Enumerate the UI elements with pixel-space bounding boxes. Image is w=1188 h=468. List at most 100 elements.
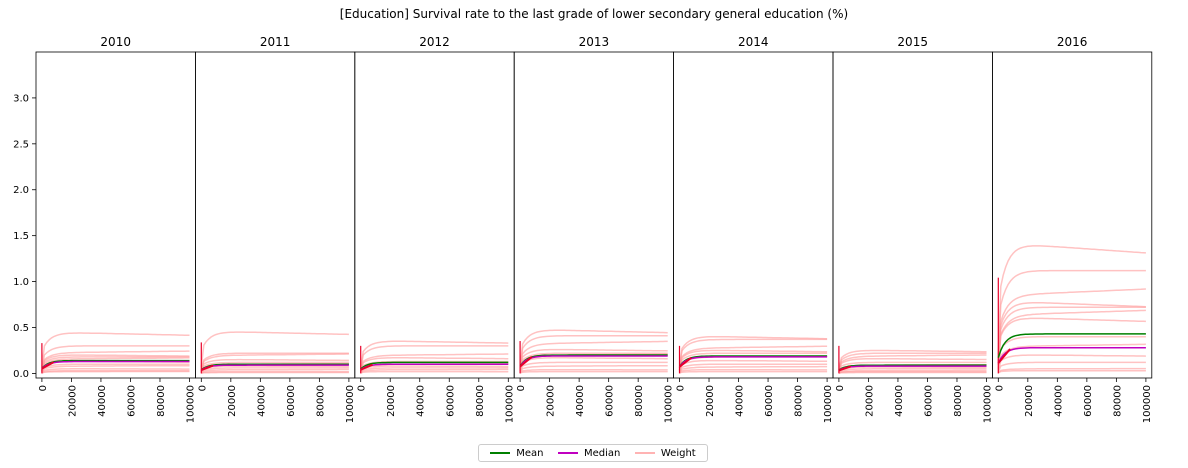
y-tick-label: 0.5 xyxy=(13,323,29,334)
x-tick-label: 0 xyxy=(197,385,208,391)
median-start xyxy=(519,356,533,368)
x-tick-label: 20000 xyxy=(227,385,238,417)
weight-line xyxy=(519,329,668,367)
mean-line xyxy=(200,363,349,371)
weight-line xyxy=(200,352,349,371)
x-tick-label: 0 xyxy=(357,385,368,391)
median-line xyxy=(41,360,190,370)
panel-frame xyxy=(673,51,834,379)
weight-line xyxy=(360,360,509,372)
mean-line xyxy=(678,355,828,367)
x-tick-label: 40000 xyxy=(416,385,427,417)
weight-line xyxy=(41,357,190,372)
x-tick-label: 40000 xyxy=(1053,385,1064,417)
weight-line xyxy=(200,361,349,373)
weight-line xyxy=(997,269,1146,359)
panel-title: 2014 xyxy=(738,35,769,49)
x-tick-label: 100000 xyxy=(1142,385,1153,423)
weight-line xyxy=(41,332,190,368)
weight-line xyxy=(41,354,190,371)
weight-line xyxy=(41,364,190,373)
panel-frame xyxy=(513,51,675,379)
legend-item-mean: Mean xyxy=(490,448,544,459)
median-start xyxy=(41,361,55,370)
x-tick-label: 80000 xyxy=(634,385,645,417)
weight-line xyxy=(359,345,509,370)
weight-line xyxy=(200,358,349,372)
x-tick-label: 40000 xyxy=(97,385,108,417)
weight-line xyxy=(997,288,1146,362)
weight-line xyxy=(41,356,190,372)
weight-line xyxy=(838,368,987,374)
x-tick-label: 0 xyxy=(38,385,49,391)
x-tick-label: 80000 xyxy=(1112,385,1123,417)
x-tick-label: 40000 xyxy=(256,385,267,417)
x-tick-label: 0 xyxy=(994,385,1005,391)
median-line xyxy=(678,356,828,368)
x-tick-label: 100000 xyxy=(185,385,196,423)
panel-title: 2011 xyxy=(260,35,291,49)
weight-line xyxy=(838,354,987,372)
weight-line xyxy=(41,369,190,374)
legend: Mean Median Weight xyxy=(478,444,708,462)
legend-item-median: Median xyxy=(558,448,620,459)
y-tick-label: 3.0 xyxy=(13,93,29,104)
x-tick-label: 0 xyxy=(835,385,846,391)
x-tick-label: 0 xyxy=(676,385,687,391)
weight-line xyxy=(678,365,828,373)
mean-line xyxy=(41,359,190,369)
chart-title: [Education] Survival rate to the last gr… xyxy=(339,7,849,21)
y-tick-label: 2.0 xyxy=(13,185,29,196)
median-start xyxy=(360,363,373,371)
weight-line xyxy=(41,370,190,374)
weight-line xyxy=(997,317,1146,366)
panel-frame xyxy=(832,51,993,379)
weight-line xyxy=(519,348,668,370)
median-start xyxy=(838,365,852,372)
weight-line xyxy=(41,350,190,371)
weight-line xyxy=(41,345,190,370)
x-tick-label: 20000 xyxy=(67,385,78,417)
x-tick-label: 20000 xyxy=(705,385,716,417)
weight-line xyxy=(41,368,190,374)
weight-line xyxy=(519,340,668,370)
weight-line xyxy=(679,368,828,374)
panel-2016: 2016 0 20000 40000 60000 80000 100000 xyxy=(992,35,1153,423)
weight-line xyxy=(838,366,987,373)
panel-2012: 2012 0 20000 40000 60000 80000 100000 xyxy=(354,35,515,423)
legend-swatch-weight xyxy=(634,452,655,454)
panel-frame xyxy=(194,51,356,379)
x-tick-label: 20000 xyxy=(1024,385,1035,417)
x-tick-label: 40000 xyxy=(575,385,586,417)
weight-line xyxy=(360,370,509,374)
x-tick-label: 20000 xyxy=(864,385,875,417)
weight-line xyxy=(201,371,349,375)
y-tick-label: 1.0 xyxy=(13,277,29,288)
weight-line xyxy=(838,357,987,372)
median-start xyxy=(678,356,692,368)
panel-2010: 2010 0 20000 40000 60000 80000 100000 0.0 0.5 1.0… xyxy=(13,35,196,423)
weight-line xyxy=(519,357,668,372)
x-tick-label: 40000 xyxy=(894,385,905,417)
weight-line xyxy=(678,352,828,371)
mean-line xyxy=(360,361,509,370)
weight-line xyxy=(997,245,1146,355)
weight-line xyxy=(200,353,349,371)
weight-line xyxy=(519,370,668,374)
x-tick-label: 100000 xyxy=(982,385,993,423)
x-tick-label: 60000 xyxy=(605,385,616,417)
weight-line xyxy=(838,352,987,371)
x-tick-label: 100000 xyxy=(823,385,834,423)
weight-line xyxy=(678,338,828,369)
weight-line xyxy=(200,367,349,374)
median-start xyxy=(997,348,1011,364)
weight-line xyxy=(360,368,509,374)
x-tick-label: 20000 xyxy=(546,385,557,417)
x-tick-label: 100000 xyxy=(504,385,515,423)
weight-line xyxy=(678,349,828,371)
weight-line xyxy=(519,368,668,374)
median-line xyxy=(200,364,349,371)
weight-line xyxy=(678,359,828,372)
x-tick-label: 60000 xyxy=(764,385,775,417)
